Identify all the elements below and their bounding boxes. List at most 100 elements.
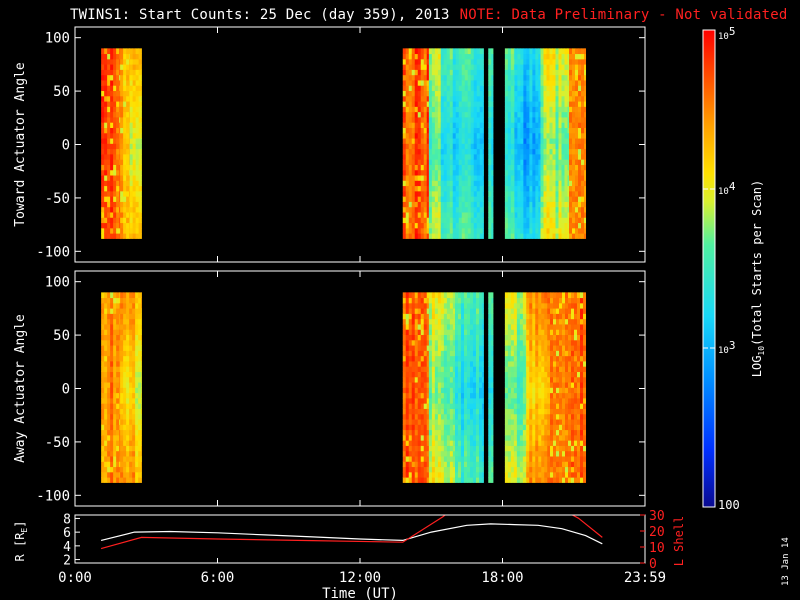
heatmap-cell xyxy=(522,440,527,446)
heatmap-cell xyxy=(408,111,413,118)
heatmap-cell xyxy=(470,180,475,187)
heatmap-cell xyxy=(581,74,585,81)
heatmap-cell xyxy=(464,456,468,462)
heatmap-cell xyxy=(113,196,117,202)
heatmap-cell xyxy=(578,58,582,65)
heatmap-cell xyxy=(567,180,570,187)
heatmap-cell xyxy=(543,180,547,187)
heatmap-cell xyxy=(428,387,433,394)
heatmap-cell xyxy=(575,196,579,202)
heatmap-cell xyxy=(449,308,454,314)
heatmap-cell xyxy=(101,387,105,394)
heatmap-cell xyxy=(426,471,430,478)
heatmap-cell xyxy=(119,233,121,239)
heatmap-cell xyxy=(540,85,544,92)
heatmap-cell xyxy=(516,376,521,383)
heatmap-cell xyxy=(461,127,466,134)
heatmap-cell xyxy=(467,138,472,144)
heatmap-cell xyxy=(414,217,419,224)
heatmap-cell xyxy=(555,143,559,150)
heatmap-cell xyxy=(426,164,430,171)
heatmap-cell xyxy=(449,292,454,299)
heatmap-cell xyxy=(126,392,130,399)
heatmap-cell xyxy=(516,477,521,483)
heatmap-cell xyxy=(113,74,117,81)
heatmap-cell xyxy=(540,201,544,208)
heatmap-cell xyxy=(437,413,442,420)
heatmap-cell xyxy=(138,313,142,320)
heatmap-cell xyxy=(129,190,134,197)
heatmap-cell xyxy=(428,217,433,224)
heatmap-cell xyxy=(526,297,530,304)
heatmap-cell xyxy=(464,313,468,320)
heatmap-cell xyxy=(449,53,454,60)
heatmap-cell xyxy=(116,440,120,446)
heatmap-cell xyxy=(437,106,442,113)
heatmap-cell xyxy=(516,387,521,394)
heatmap-cell xyxy=(529,164,533,171)
heatmap-cell xyxy=(567,111,570,118)
heatmap-cell xyxy=(504,297,509,304)
heatmap-cell xyxy=(482,403,484,409)
heatmap-cell xyxy=(549,58,553,65)
heatmap-cell xyxy=(428,175,433,181)
heatmap-cell xyxy=(523,127,527,134)
heatmap-cell xyxy=(408,371,413,378)
heatmap-cell xyxy=(110,175,114,181)
heatmap-cell xyxy=(476,313,480,320)
heatmap-cell xyxy=(547,382,551,388)
heatmap-cell xyxy=(470,419,474,425)
heatmap-cell xyxy=(443,461,448,468)
heatmap-cell xyxy=(113,164,117,171)
heatmap-cell xyxy=(458,471,462,478)
heatmap-cell xyxy=(532,413,536,420)
heatmap-cell xyxy=(116,292,120,299)
heatmap-cell xyxy=(540,58,544,65)
heatmap-cell xyxy=(523,106,527,113)
heatmap-cell xyxy=(572,48,576,55)
heatmap-cell xyxy=(482,434,484,441)
heatmap-cell xyxy=(120,201,124,208)
heatmap-cell xyxy=(488,69,492,76)
heatmap-cell xyxy=(482,127,484,134)
heatmap-cell xyxy=(423,308,428,314)
heatmap-cell xyxy=(555,180,559,187)
heatmap-cell xyxy=(411,201,416,208)
heatmap-cell xyxy=(426,190,430,197)
heatmap-cell xyxy=(464,69,469,76)
heatmap-cell xyxy=(123,106,127,113)
heatmap-cell xyxy=(120,58,124,65)
heatmap-cell xyxy=(520,180,524,187)
heatmap-cell xyxy=(443,95,448,102)
heatmap-cell xyxy=(414,408,419,415)
heatmap-cell xyxy=(440,397,445,404)
heatmap-cell xyxy=(461,64,466,70)
heatmap-cell xyxy=(423,153,428,160)
heatmap-cell xyxy=(455,361,459,367)
heatmap-cell xyxy=(428,53,433,60)
heatmap-cell xyxy=(555,159,559,165)
heatmap-cell xyxy=(567,222,570,229)
heatmap-cell xyxy=(572,58,576,65)
heatmap-cell xyxy=(414,90,419,97)
heatmap-cell xyxy=(414,429,419,436)
heatmap-cell xyxy=(431,48,436,55)
heatmap-cell xyxy=(552,233,556,239)
heatmap-cell xyxy=(516,445,521,452)
heatmap-cell xyxy=(547,419,551,425)
heatmap-cell xyxy=(431,382,436,388)
heatmap-cell xyxy=(517,101,521,107)
heatmap-cell xyxy=(553,334,557,341)
heatmap-cell xyxy=(540,227,544,234)
heatmap-cell xyxy=(532,64,536,70)
heatmap-cell xyxy=(479,440,483,446)
heatmap-cell xyxy=(476,466,480,473)
heatmap-cell xyxy=(504,101,509,107)
heatmap-cell xyxy=(543,143,547,150)
heatmap-cell xyxy=(564,159,568,165)
heatmap-cell xyxy=(476,185,481,192)
heatmap-cell xyxy=(555,85,559,92)
heatmap-cell xyxy=(578,90,582,97)
heatmap-cell xyxy=(467,217,472,224)
heatmap-cell xyxy=(446,227,451,234)
